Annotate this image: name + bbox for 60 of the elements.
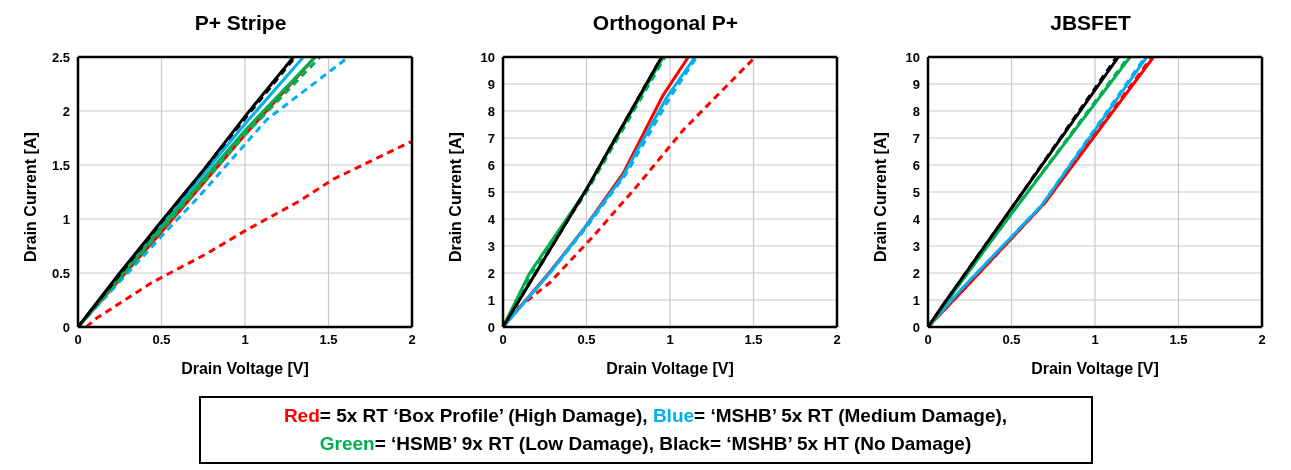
x-tick-label: 1 [666,332,674,348]
text: = 5x RT ‘Box Profile’ (High Damage), [319,405,649,426]
y-tick-label: 2.5 [51,49,70,65]
y-tick-label: 9 [487,76,495,92]
x-tick-label: 1 [241,332,249,348]
y-axis-title: Drain Current [A] [21,132,39,262]
y-tick-label: 9 [912,76,920,92]
text: = ‘MSHB’ 5x RT (Medium Damage), [694,405,1008,426]
x-tick-label: 0 [74,332,82,348]
x-tick-label: 1.5 [319,332,338,348]
y-tick-label: 2 [912,265,920,281]
y-tick-label: 10 [480,49,495,65]
x-axis-title: Drain Voltage [V] [1031,360,1159,377]
y-tick-label: 1 [912,292,920,308]
y-tick-label: 3 [912,238,920,254]
y-tick-label: 0.5 [51,265,70,281]
x-tick-label: 0 [499,332,507,348]
y-tick-label: 3 [487,238,495,254]
x-tick-label: 2 [833,332,841,348]
y-tick-label: 2 [62,103,70,119]
x-axis-title: Drain Voltage [V] [606,360,734,377]
x-tick-label: 0.5 [577,332,596,348]
y-tick-label: 2 [487,265,495,281]
x-tick-label: 1.5 [1169,332,1188,348]
y-tick-label: 0 [62,319,70,335]
y-tick-label: 1 [487,292,495,308]
text: = ‘MSHB’ 5x HT (No Damage) [709,433,972,454]
y-axis-title: Drain Current [A] [871,132,889,262]
y-tick-label: 4 [487,211,496,227]
y-tick-label: 7 [487,130,495,146]
x-tick-label: 0.5 [1002,332,1021,348]
text: Blue [652,405,695,426]
x-tick-label: 0.5 [152,332,171,348]
chart-title: JBSFET [1049,10,1132,36]
y-tick-label: 6 [912,157,920,173]
chart-title: P+ Stripe [193,10,288,36]
x-tick-label: 2 [408,332,416,348]
text: Green [319,433,375,454]
x-tick-label: 1.5 [744,332,763,348]
x-tick-label: 1 [1091,332,1099,348]
text: = ‘HSMB’ 9x RT (Low Damage), [374,433,655,454]
text: Red [283,405,320,426]
y-tick-label: 8 [912,103,920,119]
y-tick-label: 4 [912,211,921,227]
text: Black [659,433,710,454]
y-axis-title: Drain Current [A] [446,132,464,262]
y-tick-label: 10 [905,49,920,65]
chart-title: Orthogonal P+ [591,10,740,36]
x-tick-label: 2 [1258,332,1266,348]
y-tick-label: 6 [487,157,495,173]
y-tick-label: 8 [487,103,495,119]
y-tick-label: 0 [487,319,495,335]
x-axis-title: Drain Voltage [V] [181,360,309,377]
y-tick-label: 7 [912,130,920,146]
y-tick-label: 1 [62,211,70,227]
y-tick-label: 5 [487,184,495,200]
x-tick-label: 0 [924,332,932,348]
y-tick-label: 0 [912,319,920,335]
y-tick-label: 1.5 [51,157,70,173]
y-tick-label: 5 [912,184,920,200]
